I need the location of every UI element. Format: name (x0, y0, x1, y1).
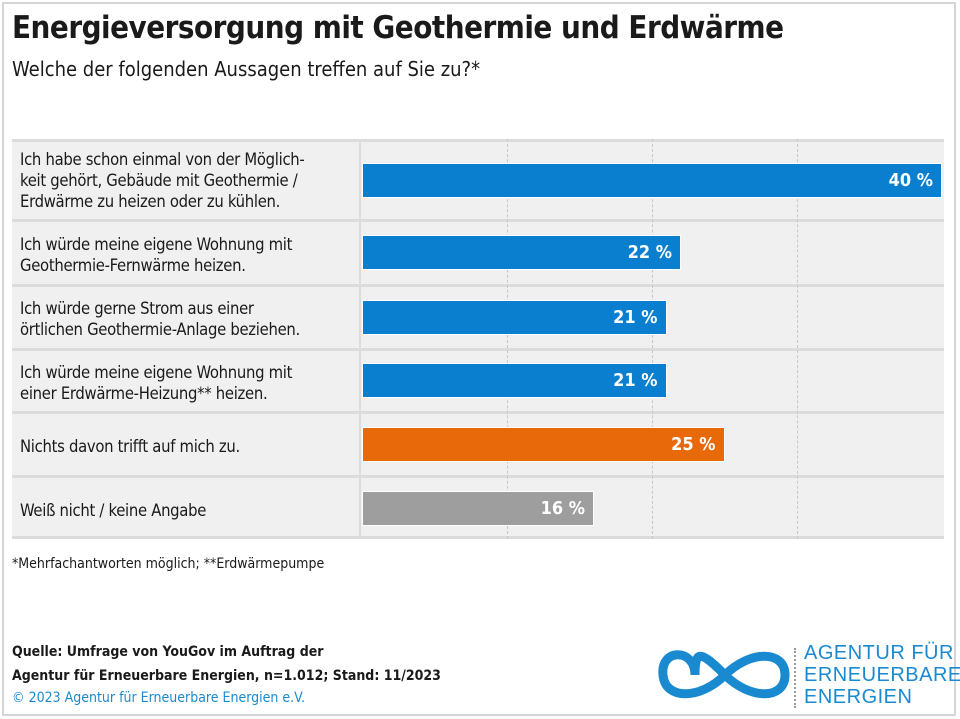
source-line: Quelle: Umfrage von YouGov im Auftrag de… (12, 644, 324, 660)
data-label: 40 % (888, 169, 933, 191)
logo-divider (794, 648, 796, 708)
gridline (797, 139, 798, 539)
infinity-logo-icon (658, 650, 790, 699)
data-label: 21 % (613, 370, 658, 391)
bar: 25 % (362, 426, 725, 462)
bar: 22 % (362, 235, 681, 270)
gridline (652, 139, 653, 539)
axis-separator (359, 139, 361, 539)
category-label: Nichts davon trifft auf mich zu. (20, 436, 240, 456)
copyright: © 2023 Agentur für Erneuerbare Energien … (12, 690, 305, 706)
bar-chart: Ich habe schon einmal von der Möglich-ke… (12, 139, 944, 539)
bottom-border (12, 536, 944, 539)
chart-title: Energieversorgung mit Geothermie und Erd… (12, 10, 784, 46)
logo-line: AGENTUR FÜR (804, 642, 954, 664)
category-label: Ich habe schon einmal von der Möglich-ke… (20, 149, 305, 211)
bar: 21 % (362, 299, 667, 335)
gridline (507, 139, 508, 539)
logo-line: ERNEUERBARE (804, 664, 960, 686)
category-label: Weiß nicht / keine Angabe (20, 500, 207, 520)
data-label: 25 % (671, 433, 716, 455)
bar: 21 % (362, 363, 667, 398)
chart-subtitle: Welche der folgenden Aussagen treffen au… (12, 57, 481, 81)
footnote: *Mehrfachantworten möglich; **Erdwärmepu… (12, 556, 325, 572)
bar: 16 % (362, 490, 594, 526)
logo-line: ENERGIEN (804, 686, 913, 708)
bar: 40 % (362, 162, 942, 198)
category-label: Ich würde meine eigene Wohnung mit Geothe… (20, 234, 293, 275)
category-label: Ich würde meine eigene Wohnung mit einer … (20, 362, 293, 403)
source-line: Agentur für Erneuerbare Energien, n=1.01… (12, 668, 441, 684)
category-label: Ich würde gerne Strom aus einer örtlichen… (20, 299, 300, 339)
data-label: 16 % (540, 497, 585, 519)
source: Quelle: Umfrage von YouGov im Auftrag de… (12, 640, 441, 688)
logo-text: AGENTUR FÜR ERNEUERBARE ENERGIEN (804, 642, 960, 708)
data-label: 21 % (613, 306, 658, 328)
data-label: 22 % (627, 242, 672, 263)
